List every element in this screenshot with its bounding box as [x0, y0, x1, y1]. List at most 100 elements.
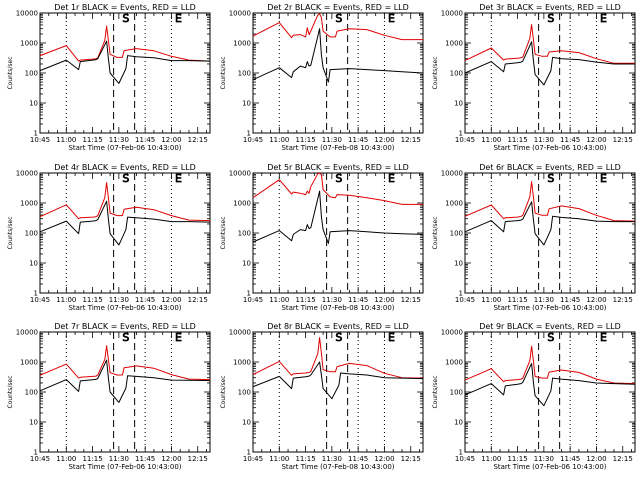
events-series-line — [39, 359, 211, 403]
events-series-line — [464, 362, 636, 407]
x-tick-label: 12:15 — [401, 136, 421, 144]
panel-title: Det 3r BLACK = Events, RED = LLD — [479, 3, 621, 12]
x-tick-label: 11:30 — [109, 136, 129, 144]
events-series-line — [464, 201, 635, 246]
x-tick-label: 11:00 — [269, 296, 289, 304]
start-marker: S — [547, 331, 554, 344]
x-tick-label: 11:45 — [348, 136, 368, 144]
x-tick-label: 11:45 — [560, 136, 580, 144]
start-marker: S — [122, 331, 129, 344]
y-tick-label: 1 — [34, 290, 38, 298]
lld-series-line — [39, 182, 211, 222]
x-tick-label: 11:15 — [295, 296, 315, 304]
x-axis-label: Start Time (07-Feb-08 10:43:00) — [281, 463, 394, 471]
x-tick-label: 11:15 — [295, 136, 315, 144]
end-marker: E — [175, 172, 182, 185]
y-axis-label: Counts/sec — [220, 56, 227, 89]
y-tick-label: 10000 — [16, 170, 38, 178]
x-tick-label: 11:15 — [82, 136, 102, 144]
y-tick-label: 1 — [34, 130, 38, 138]
x-tick-label: 10:45 — [455, 296, 475, 304]
y-axis-label: Counts/sec — [220, 216, 227, 249]
y-tick-label: 100 — [25, 230, 38, 238]
y-tick-label: 1000 — [20, 200, 38, 208]
x-tick-label: 12:15 — [401, 455, 421, 463]
x-tick-label: 11:15 — [507, 455, 527, 463]
lld-series-line — [39, 25, 211, 62]
panel-det-7: Det 7r BLACK = Events, RED = LLD 1 10 100 10… — [7, 322, 211, 471]
y-tick-label: 1 — [247, 449, 251, 457]
x-tick-label: 11:00 — [481, 136, 501, 144]
events-series-line — [464, 41, 635, 86]
y-tick-label: 10 — [242, 260, 251, 268]
x-tick-label: 10:45 — [30, 136, 50, 144]
x-tick-label: 12:15 — [613, 296, 633, 304]
y-tick-label: 10 — [29, 419, 38, 427]
x-tick-label: 11:15 — [82, 296, 102, 304]
y-tick-label: 10000 — [16, 329, 38, 337]
plot-frame — [39, 12, 211, 134]
end-marker: E — [175, 331, 182, 344]
x-tick-label: 12:15 — [188, 296, 208, 304]
y-tick-label: 100 — [238, 230, 251, 238]
end-marker: E — [388, 12, 395, 25]
y-tick-label: 10 — [242, 419, 251, 427]
x-axis-label: Start Time (07-Feb-06 10:43:00) — [493, 144, 606, 152]
start-marker: S — [547, 12, 554, 25]
plot-frame — [39, 172, 211, 294]
y-tick-label: 1 — [459, 290, 463, 298]
panel-title: Det 9r BLACK = Events, RED = LLD — [479, 322, 621, 331]
y-tick-label: 1000 — [233, 40, 251, 48]
x-tick-label: 11:30 — [534, 136, 554, 144]
x-tick-label: 11:00 — [56, 455, 76, 463]
panel-det-8: Det 8r BLACK = Events, RED = LLD 1 10 100 10… — [220, 322, 424, 471]
x-tick-label: 11:00 — [56, 136, 76, 144]
end-marker: E — [600, 172, 607, 185]
lld-series-line — [464, 181, 636, 222]
events-series-line — [39, 40, 211, 84]
plot-frame — [39, 331, 211, 453]
start-marker: S — [335, 331, 342, 344]
y-tick-label: 10000 — [441, 170, 463, 178]
x-tick-label: 12:00 — [586, 296, 606, 304]
x-axis-label: Start Time (07-Feb-06 10:43:00) — [68, 144, 181, 152]
x-tick-label: 12:00 — [374, 296, 394, 304]
panel-det-1: Det 1r BLACK = Events, RED = LLD 1 10 100 10… — [7, 3, 211, 152]
y-tick-label: 100 — [25, 70, 38, 78]
end-marker: E — [600, 331, 607, 344]
x-axis-label: Start Time (07-Feb-06 10:43:00) — [493, 463, 606, 471]
y-tick-label: 1000 — [20, 40, 38, 48]
end-marker: E — [388, 172, 395, 185]
y-tick-label: 100 — [238, 70, 251, 78]
start-marker: S — [122, 12, 129, 25]
x-tick-label: 11:00 — [481, 296, 501, 304]
plot-frame — [464, 172, 636, 294]
x-tick-label: 11:30 — [534, 455, 554, 463]
y-tick-label: 1000 — [445, 40, 463, 48]
x-tick-label: 12:15 — [188, 455, 208, 463]
start-marker: S — [335, 172, 342, 185]
y-axis-label: Counts/sec — [7, 56, 14, 89]
x-tick-label: 11:00 — [56, 296, 76, 304]
x-tick-label: 11:30 — [109, 296, 129, 304]
x-tick-label: 11:15 — [82, 455, 102, 463]
x-tick-label: 10:45 — [30, 296, 50, 304]
x-tick-label: 12:15 — [613, 455, 633, 463]
x-tick-label: 11:45 — [560, 296, 580, 304]
x-tick-label: 12:15 — [188, 136, 208, 144]
y-axis-label: Counts/sec — [432, 56, 439, 89]
x-tick-label: 10:45 — [455, 455, 475, 463]
y-tick-label: 10 — [29, 100, 38, 108]
panel-title: Det 8r BLACK = Events, RED = LLD — [267, 322, 409, 331]
y-tick-label: 1000 — [20, 359, 38, 367]
x-tick-label: 11:45 — [135, 136, 155, 144]
x-axis-label: Start Time (07-Feb-06 10:43:00) — [493, 304, 606, 312]
x-axis-label: Start Time (07-Feb-08 10:43:00) — [281, 144, 394, 152]
y-tick-label: 1 — [459, 449, 463, 457]
panel-det-9: Det 9r BLACK = Events, RED = LLD 1 10 100 10… — [432, 322, 636, 471]
x-tick-label: 11:45 — [560, 455, 580, 463]
y-tick-label: 1000 — [445, 200, 463, 208]
lld-series-line — [39, 345, 211, 381]
plot-frame — [252, 331, 424, 453]
y-tick-label: 10 — [454, 419, 463, 427]
